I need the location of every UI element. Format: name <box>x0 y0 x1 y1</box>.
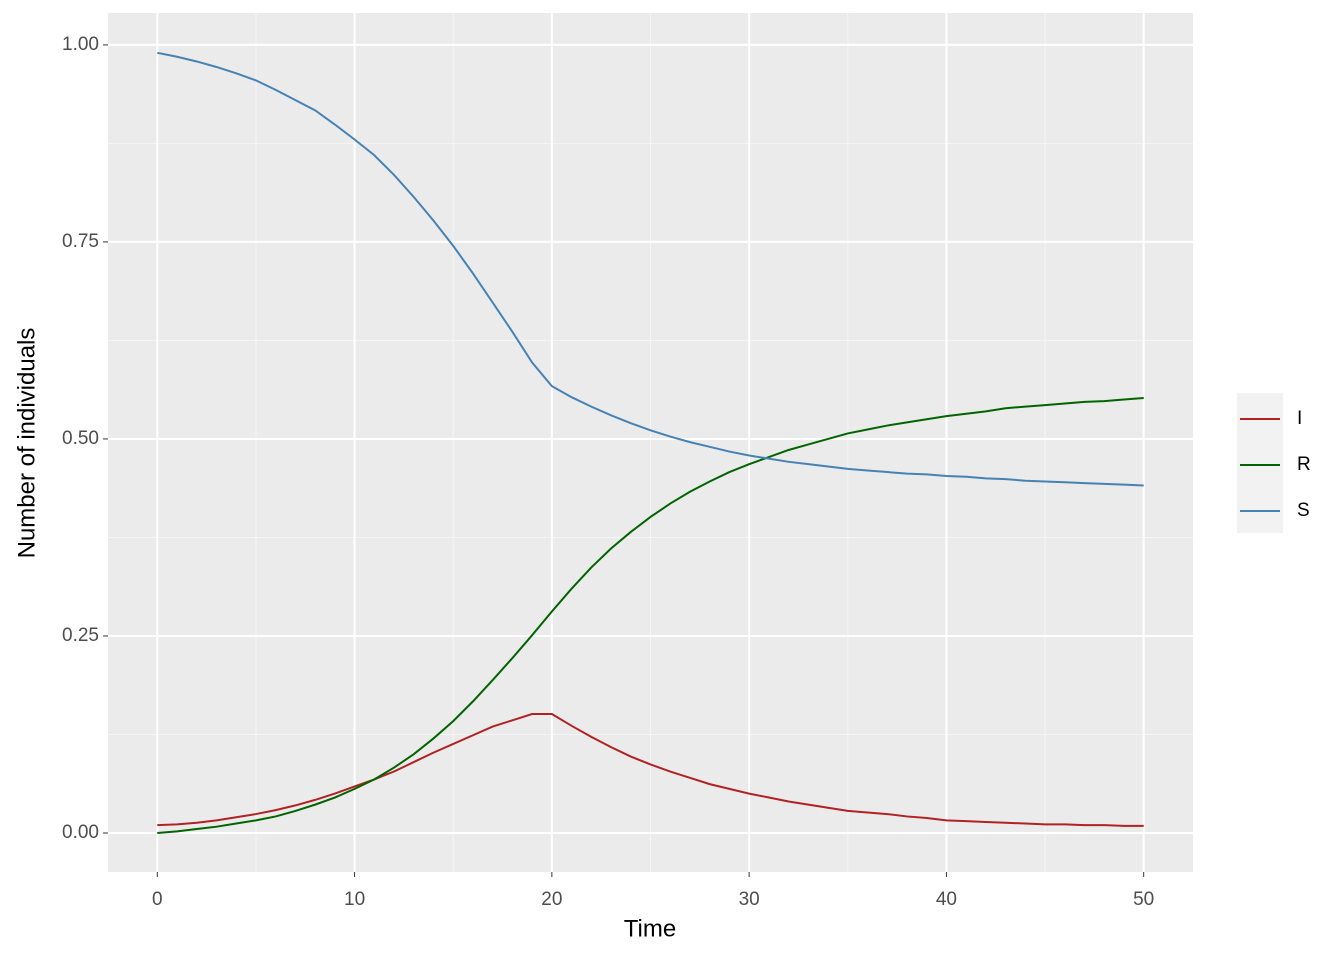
x-tick-label: 10 <box>344 889 365 910</box>
y-tick-label: 1.00 <box>62 34 99 55</box>
series-line <box>157 51 1144 487</box>
y-axis-title: Number of individuals <box>13 328 40 559</box>
series-line <box>157 396 1144 834</box>
x-tick-label: 30 <box>739 889 760 910</box>
x-tick-label: 20 <box>541 889 562 910</box>
y-tick-label: 0.00 <box>62 822 99 843</box>
x-tick-label: 50 <box>1133 889 1154 910</box>
legend-label: S <box>1297 500 1310 521</box>
legend-label: I <box>1297 408 1302 429</box>
x-axis-title: Time <box>624 915 676 942</box>
y-tick-label: 0.50 <box>62 428 99 449</box>
x-tick-label: 0 <box>152 889 163 910</box>
x-tick-label: 40 <box>936 889 957 910</box>
legend-keys <box>1237 393 1283 533</box>
y-tick-label: 0.75 <box>62 231 99 252</box>
legend-label: R <box>1297 454 1311 475</box>
series-line <box>157 712 1144 827</box>
y-tick-label: 0.25 <box>62 625 99 646</box>
